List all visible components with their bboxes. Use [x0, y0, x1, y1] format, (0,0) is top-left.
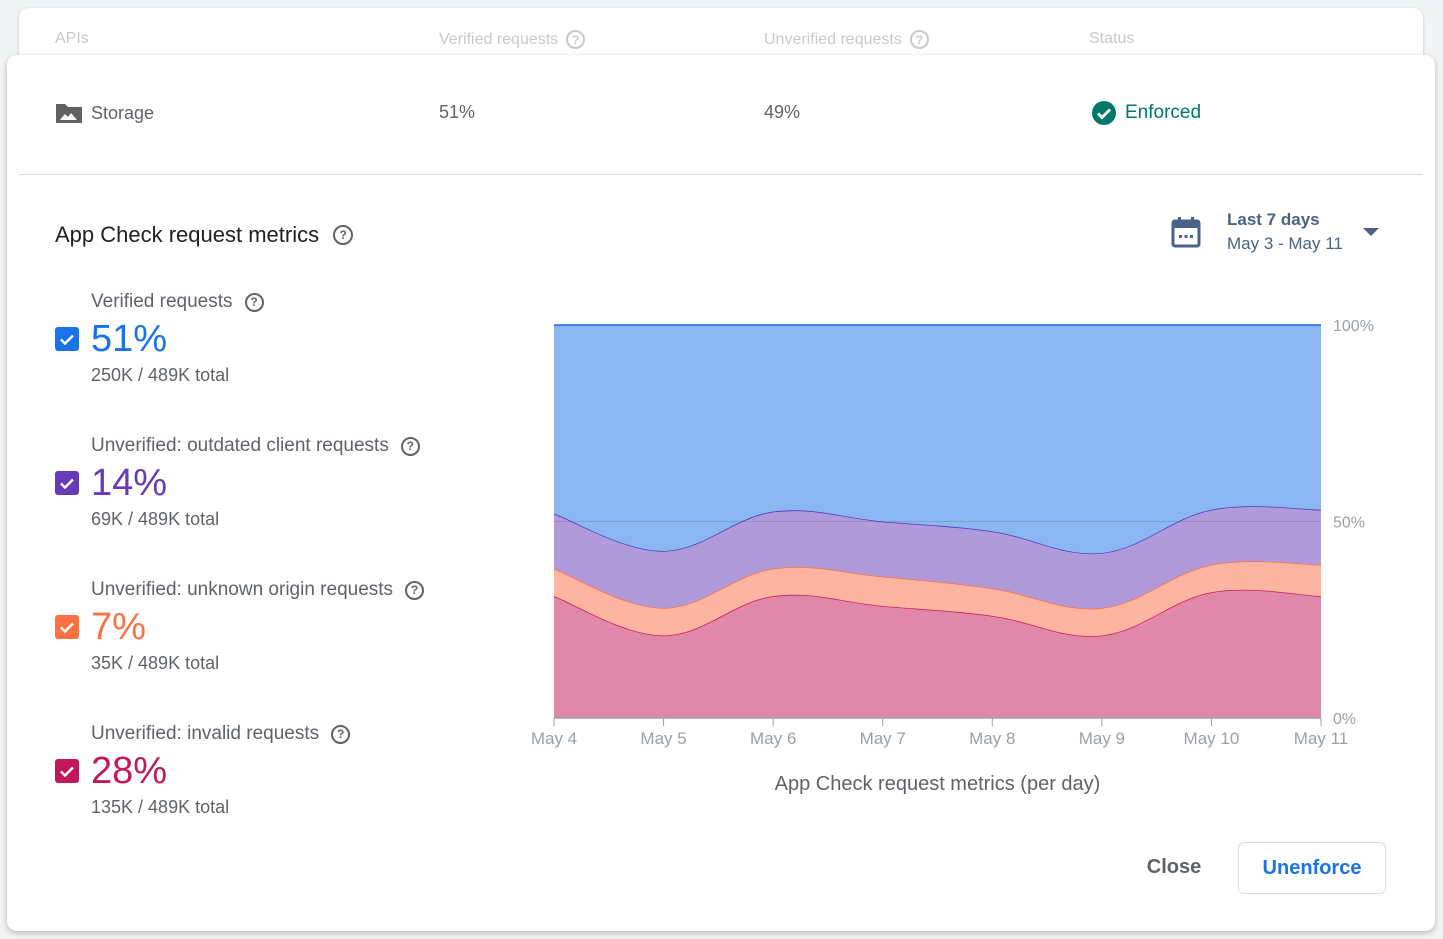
area-2 — [554, 506, 1321, 609]
date-range-label: Last 7 days — [1227, 210, 1320, 229]
x-tick-label: May 4 — [531, 729, 577, 748]
metric-label: Verified requests? — [91, 291, 264, 313]
x-tick-label: May 7 — [860, 729, 906, 748]
x-tick-label: May 9 — [1079, 729, 1125, 748]
checkmark-icon — [60, 766, 74, 778]
header-status: Status — [1089, 30, 1134, 48]
checkmark-icon — [60, 622, 74, 634]
area-1 — [554, 561, 1321, 637]
help-icon[interactable]: ? — [331, 724, 351, 744]
help-icon[interactable]: ? — [244, 292, 264, 312]
api-name: Storage — [91, 102, 155, 123]
header-label: Verified requests — [439, 30, 559, 48]
metric-total: 250K / 489K total — [91, 365, 230, 385]
metric-total: 35K / 489K total — [91, 653, 220, 673]
help-icon[interactable]: ? — [405, 580, 425, 600]
metric-label: Unverified: invalid requests? — [91, 723, 351, 745]
header-unverified: Unverified requests? — [764, 30, 929, 49]
unverified-value: 49% — [764, 102, 801, 122]
metric-item: Unverified: outdated client requests? 14… — [55, 435, 420, 530]
x-tick-label: May 10 — [1184, 729, 1240, 748]
metric-percent: 28% — [91, 750, 168, 792]
metric-total: 69K / 489K total — [91, 509, 220, 529]
header-label: APIs — [55, 30, 89, 47]
checkmark-icon — [60, 334, 74, 346]
storage-folder-icon — [56, 104, 82, 123]
date-range-picker[interactable]: Last 7 days May 3 - May 11 — [1171, 210, 1379, 254]
header-apis: APIs — [55, 30, 89, 48]
area-3 — [554, 325, 1321, 554]
close-button[interactable]: Close — [1146, 855, 1202, 878]
metric-checkbox[interactable] — [55, 327, 79, 351]
metric-percent: 51% — [91, 318, 168, 360]
status-badge: Enforced — [1091, 100, 1201, 126]
help-icon[interactable]: ? — [333, 225, 354, 245]
metric-label-text: Unverified: unknown origin requests — [91, 579, 394, 600]
divider — [19, 174, 1423, 175]
header-verified: Verified requests? — [439, 30, 586, 49]
calendar-icon — [1171, 217, 1201, 248]
area-0 — [554, 589, 1321, 718]
status-text: Enforced — [1125, 102, 1202, 123]
verified-value: 51% — [439, 102, 476, 122]
metrics-dialog: Storage 51% 49% Enforced App Check reque… — [7, 55, 1435, 931]
y-tick-label: 50% — [1333, 515, 1365, 532]
api-cell: Storage — [55, 102, 154, 124]
header-label: Unverified requests — [764, 30, 902, 48]
check-circle-icon — [1092, 101, 1116, 125]
metric-total: 135K / 489K total — [91, 797, 230, 817]
x-tick-label: May 5 — [640, 729, 686, 748]
metric-label-text: Unverified: outdated client requests — [91, 435, 389, 456]
metric-checkbox[interactable] — [55, 471, 79, 495]
checkmark-icon — [60, 478, 74, 490]
section-title: App Check request metrics? — [55, 222, 354, 248]
header-label: Status — [1089, 30, 1135, 47]
date-range-value: May 3 - May 11 — [1227, 234, 1343, 253]
x-tick-label: May 8 — [969, 729, 1015, 748]
metric-label-text: Unverified: invalid requests — [91, 723, 320, 744]
help-icon[interactable]: ? — [566, 30, 586, 49]
stacked-area-chart: May 4 May 5 May 6 May 7 May 8 May 9 May 10 May … — [531, 318, 1374, 795]
metric-label-text: Verified requests — [91, 291, 233, 312]
metric-item: Unverified: unknown origin requests? 7% … — [55, 579, 425, 674]
help-icon[interactable]: ? — [400, 436, 420, 456]
metric-percent: 7% — [91, 606, 146, 648]
title-text: App Check request metrics — [55, 222, 320, 247]
chart-title: App Check request metrics (per day) — [775, 773, 1101, 795]
metric-checkbox[interactable] — [55, 615, 79, 639]
x-tick-label: May 6 — [750, 729, 796, 748]
metric-label: Unverified: unknown origin requests? — [91, 579, 425, 601]
metric-item: Verified requests? 51% 250K / 489K total — [55, 291, 264, 386]
metric-item: Unverified: invalid requests? 28% 135K /… — [55, 723, 351, 818]
metric-checkbox[interactable] — [55, 759, 79, 783]
y-tick-label: 100% — [1333, 318, 1374, 335]
unenforce-button[interactable]: Unenforce — [1238, 842, 1386, 894]
dropdown-arrow-icon — [1362, 228, 1379, 236]
metric-label: Unverified: outdated client requests? — [91, 435, 420, 457]
metric-percent: 14% — [91, 462, 168, 504]
y-tick-label: 0% — [1333, 711, 1356, 728]
x-tick-label: May 11 — [1294, 729, 1349, 748]
help-icon[interactable]: ? — [909, 30, 929, 49]
